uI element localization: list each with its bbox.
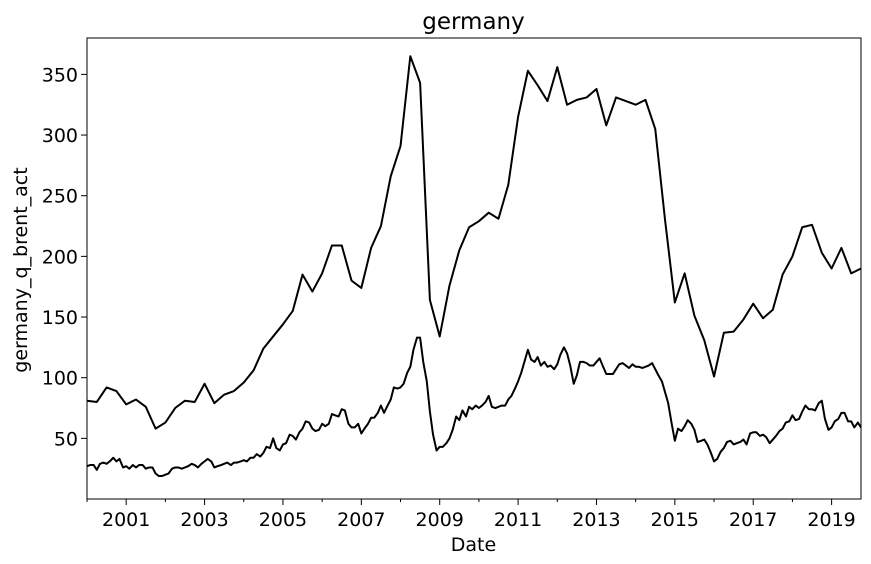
x-axis-ticks: 2001 2003 2005 2007 2009 2011 2013 2015 2017 2019 — [86, 499, 856, 531]
x-tick-label: 2005 — [259, 509, 307, 531]
y-tick-label: 250 — [42, 186, 78, 208]
y-tick-label: 150 — [42, 307, 78, 329]
x-tick-label: 2003 — [180, 509, 228, 531]
x-tick-label: 2001 — [102, 509, 150, 531]
x-axis-title: Date — [451, 534, 496, 556]
chart-title: germany — [422, 9, 525, 35]
x-tick-label: 2009 — [416, 509, 464, 531]
x-tick-label: 2013 — [572, 509, 620, 531]
x-tick-label: 2011 — [494, 509, 542, 531]
series-group — [86, 55, 862, 477]
y-tick-label: 50 — [54, 428, 78, 450]
x-tick-label: 2015 — [651, 509, 699, 531]
x-tick-label: 2017 — [729, 509, 777, 531]
y-axis-title: germany_q_brent_act — [10, 167, 32, 372]
plot-area: 2001 2003 2005 2007 2009 2011 2013 2015 2017 2019… — [42, 37, 862, 531]
y-tick-label: 100 — [42, 368, 78, 390]
axes-frame — [86, 37, 862, 500]
x-tick-label: 2007 — [337, 509, 385, 531]
y-tick-label: 300 — [42, 125, 78, 147]
series-line-2 — [86, 336, 862, 477]
series-line-1 — [86, 55, 862, 430]
y-tick-label: 350 — [42, 64, 78, 86]
y-tick-label: 200 — [42, 246, 78, 268]
x-tick-label: 2019 — [807, 509, 855, 531]
y-axis-ticks: 50 100 150 200 250 300 350 — [42, 64, 87, 450]
